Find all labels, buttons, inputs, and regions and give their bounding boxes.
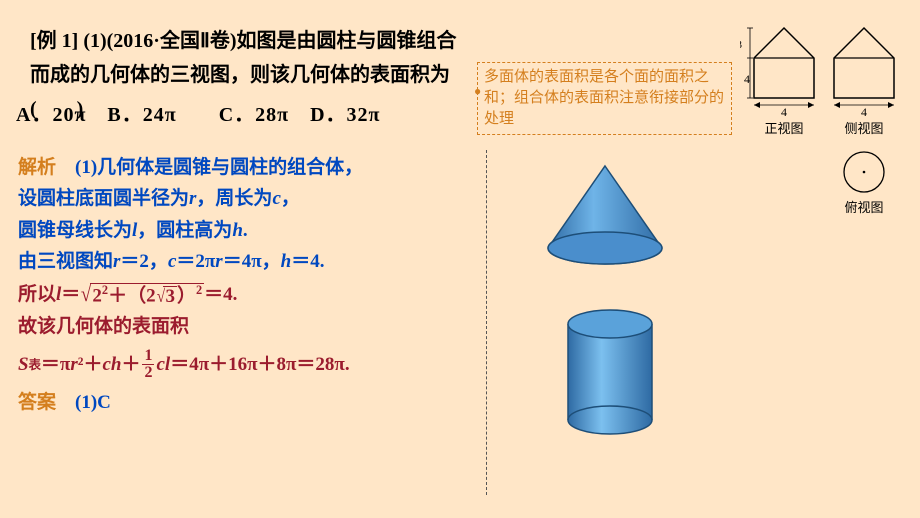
svg-text:4: 4 (861, 105, 867, 119)
svg-text:4: 4 (781, 105, 787, 119)
top-view-label: 俯视图 (844, 200, 883, 215)
solution-block: 解析 (1)几何体是圆锥与圆柱的组合体， 设圆柱底面圆半径为r，周长为c， 圆锥… (18, 152, 488, 418)
cone-shape (540, 162, 670, 270)
svg-text:4: 4 (744, 72, 750, 86)
bullet-icon: ● (474, 83, 481, 100)
sol-line-5: 所以 l＝ √ 22＋（2√3）2 ＝4. (18, 277, 488, 311)
front-view-label: 正视图 (764, 121, 803, 136)
note-box: ● 多面体的表面积是各个面的面积之和；组合体的表面积注意衔接部分的处理 (477, 62, 732, 135)
sol-line-7: S 表 ＝πr²＋ch＋ 1 2 cl＝4π＋16π＋8π＝28π. (18, 343, 488, 387)
sqrt-icon: √ 22＋（2√3）2 (80, 276, 204, 312)
side-view-label: 侧视图 (844, 121, 883, 136)
three-view-diagram: 2√3 4 4 正视图 4 侧视图 俯视图 (740, 18, 910, 228)
sol-line-2: 设圆柱底面圆半径为r，周长为c， (18, 183, 488, 214)
sol-line-6: 故该几何体的表面积 (18, 311, 488, 342)
divider-line (486, 150, 487, 495)
sol-line-4: 由三视图知r＝2，c＝2πr＝4π，h＝4. (18, 246, 488, 277)
fraction: 1 2 (142, 348, 154, 381)
sol-line-1: 解析 (1)几何体是圆锥与圆柱的组合体， (18, 152, 488, 183)
svg-text:2√3: 2√3 (740, 39, 742, 51)
sol-line-3: 圆锥母线长为l，圆柱高为h. (18, 215, 488, 246)
cylinder-shape (560, 308, 660, 438)
solution-label: 解析 (18, 157, 56, 178)
note-text: 多面体的表面积是各个面的面积之和；组合体的表面积注意衔接部分的处理 (484, 69, 724, 127)
answer-line: 答案 (1)C (18, 387, 488, 418)
answer-options: A．20π B．24π C．28π D．32π (16, 98, 381, 127)
